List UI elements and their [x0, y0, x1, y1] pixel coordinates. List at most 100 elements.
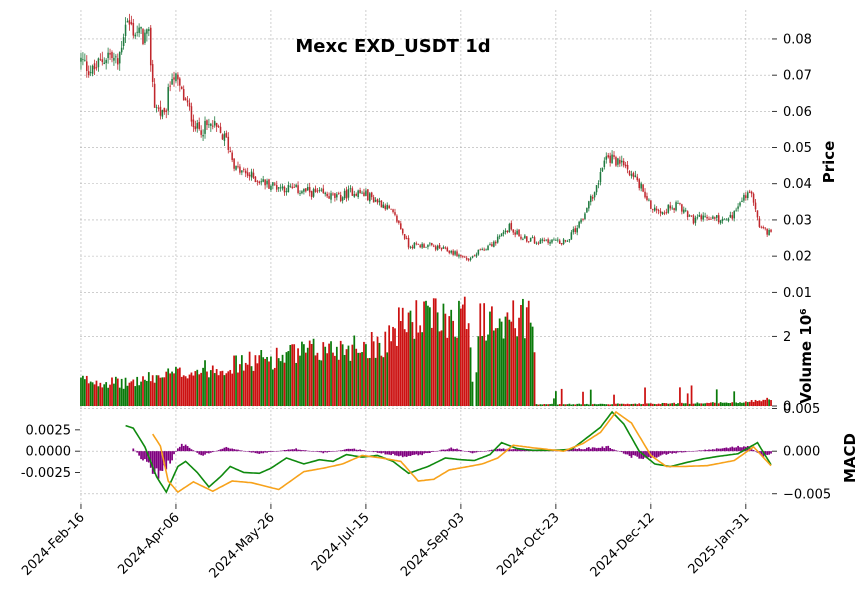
volume-bar: [308, 340, 311, 406]
volume-bar: [109, 384, 111, 406]
macd-histogram-bar: [353, 448, 356, 452]
candle-body: [233, 158, 235, 169]
candle-body: [336, 194, 338, 198]
candle-body: [739, 202, 741, 206]
volume-bar: [454, 336, 456, 406]
volume-bar: [440, 330, 443, 406]
macd-histogram-bar: [770, 451, 772, 454]
volume-bar: [229, 369, 232, 406]
macd-histogram-bar: [460, 449, 462, 452]
volume-bar: [202, 367, 204, 406]
volume-bar: [190, 372, 193, 406]
candle-body: [524, 235, 526, 239]
candle-body: [411, 246, 414, 249]
macd-histogram-bar: [202, 451, 204, 456]
candle-body: [648, 199, 650, 201]
volume-bar: [444, 313, 447, 406]
candle-body: [646, 196, 648, 200]
macd-histogram-bar: [295, 448, 298, 452]
macd-right-tick-label: 0.000: [783, 445, 820, 460]
volume-bar: [626, 403, 629, 406]
volume-bar: [485, 340, 487, 406]
candle-body: [446, 247, 449, 252]
volume-bar: [231, 373, 234, 406]
macd-histogram-bar: [200, 451, 203, 456]
volume-bar: [161, 377, 164, 406]
candle-body: [640, 183, 642, 189]
volume-bar: [386, 352, 389, 406]
candle-body: [659, 211, 662, 214]
macd-histogram-bar: [430, 451, 433, 452]
macd-histogram-bar: [750, 449, 753, 452]
candle-body: [266, 180, 268, 185]
candle-body: [258, 181, 261, 184]
macd-histogram-bar: [723, 447, 726, 452]
candle-body: [427, 244, 429, 247]
volume-bar: [729, 402, 732, 406]
candle-body: [686, 211, 689, 218]
volume-bar: [215, 369, 218, 406]
macd-histogram-bar: [326, 451, 329, 453]
macd-histogram-bar: [502, 448, 505, 452]
candle-body: [370, 192, 373, 198]
macd-histogram-bar: [479, 451, 482, 452]
volume-bar: [287, 351, 290, 406]
volume-bar: [184, 376, 187, 406]
volume-bar: [347, 345, 350, 406]
macd-histogram-bar: [287, 449, 290, 452]
macd-histogram-bar: [609, 447, 612, 452]
candle-body: [547, 239, 549, 243]
macd-histogram-bar: [487, 450, 489, 452]
candle-body: [124, 24, 127, 37]
macd-histogram-bar: [471, 451, 474, 454]
volume-bar: [764, 399, 767, 406]
macd-histogram-bar: [429, 451, 431, 454]
volume-bar: [744, 401, 747, 406]
volume-bar: [421, 332, 423, 406]
candle-body: [564, 240, 567, 242]
volume-bar: [403, 329, 406, 406]
volume-bar: [624, 404, 627, 406]
macd-histogram-bar: [446, 449, 449, 452]
macd-histogram-bar: [146, 451, 148, 462]
volume-bar: [169, 373, 172, 406]
volume-bar: [438, 331, 441, 406]
macd-histogram-bar: [498, 448, 501, 452]
volume-bar: [762, 399, 765, 406]
candle-body: [458, 254, 460, 257]
macd-histogram-bar: [694, 450, 697, 452]
candle-body: [589, 196, 592, 203]
macd-histogram-bar: [442, 449, 445, 452]
volume-bar: [273, 367, 276, 406]
candle-body: [303, 188, 305, 192]
volume-bar: [609, 404, 612, 406]
candle-body: [599, 171, 602, 183]
volume-bar: [599, 403, 602, 406]
candle-body: [330, 193, 332, 200]
candle-body: [248, 174, 251, 177]
macd-histogram-bar: [461, 450, 464, 452]
volume-bar: [299, 355, 301, 406]
volume-bar: [392, 326, 394, 406]
volume-bar: [539, 404, 542, 406]
candle-body: [149, 27, 152, 66]
volume-bar: [452, 320, 455, 406]
candle-body: [580, 219, 582, 223]
macd-histogram-bar: [301, 450, 303, 452]
volume-bar: [434, 298, 437, 406]
volume-bar: [605, 404, 608, 406]
candle-body: [388, 205, 390, 209]
volume-bar: [219, 371, 222, 406]
macd-histogram-bar: [144, 451, 146, 460]
macd-histogram-bar: [266, 451, 268, 453]
candle-body: [386, 204, 389, 210]
volume-bar: [275, 347, 278, 406]
volume-bar: [132, 379, 135, 406]
macd-histogram-bar: [192, 450, 195, 452]
price-tick-label: 0.03: [783, 213, 812, 228]
candle-body: [365, 190, 367, 196]
volume-bar: [630, 403, 633, 406]
macd-histogram-bar: [335, 450, 338, 452]
macd-histogram-bar: [378, 451, 381, 453]
macd-histogram-bar: [396, 451, 398, 456]
